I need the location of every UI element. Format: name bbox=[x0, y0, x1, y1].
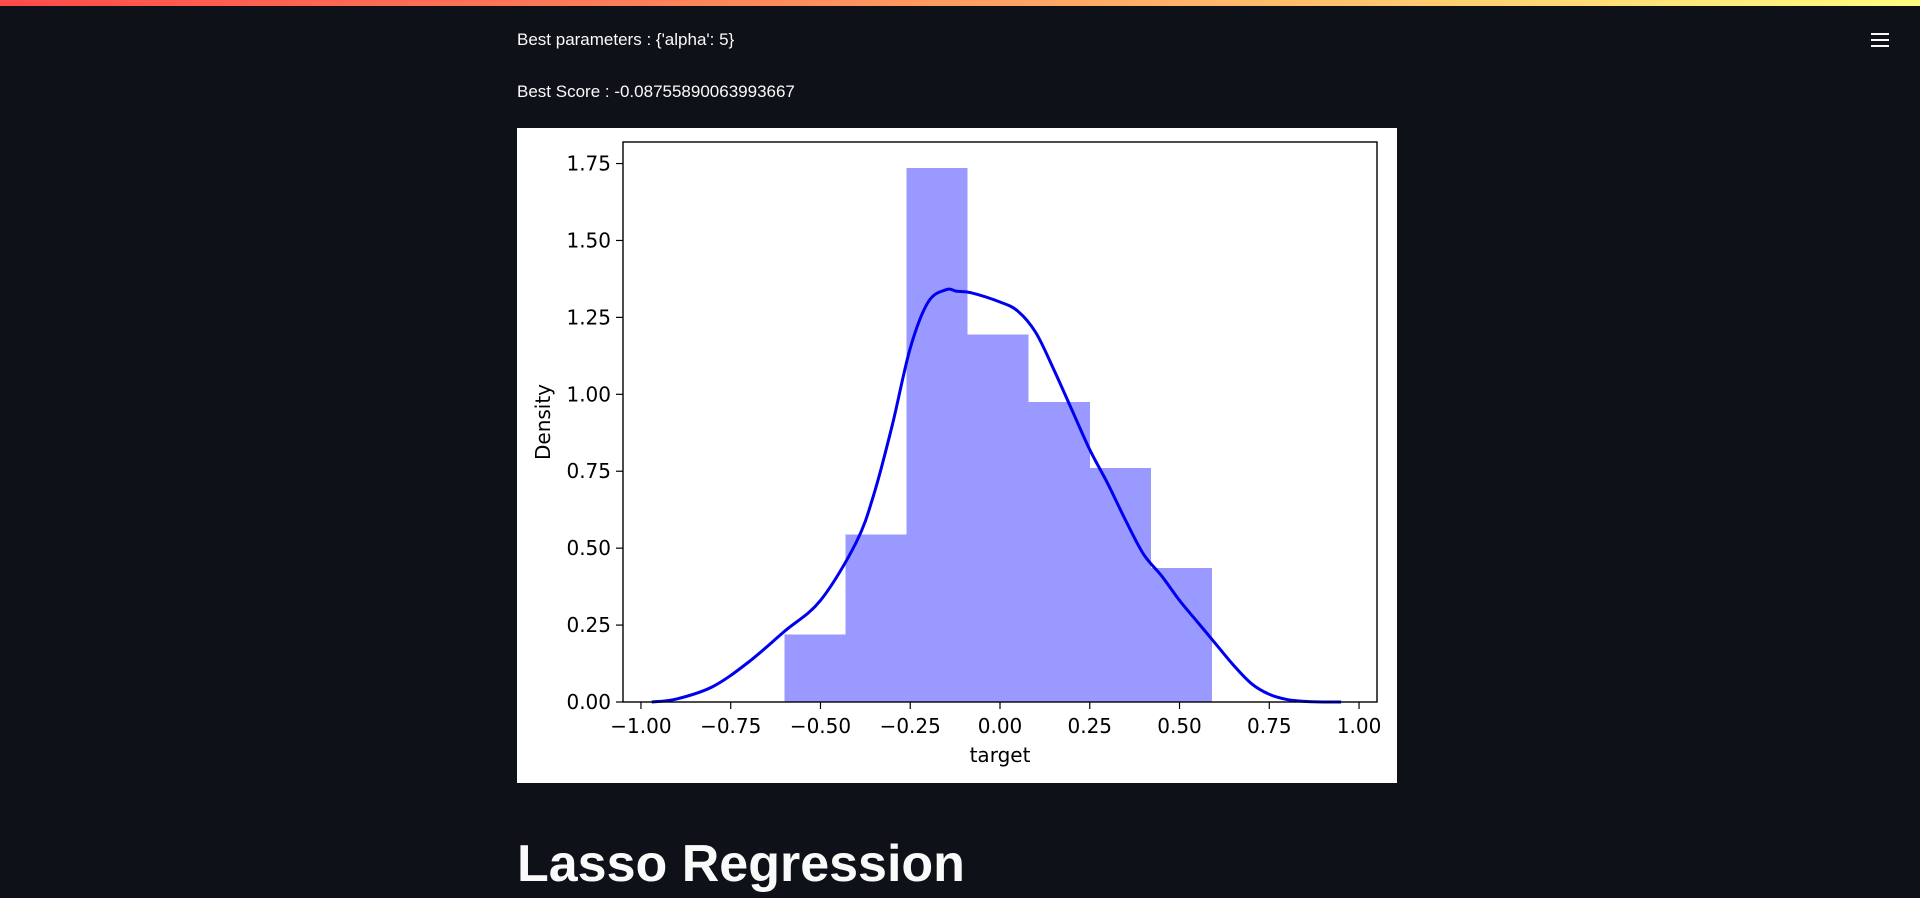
y-tick-label: 1.50 bbox=[566, 228, 611, 252]
section-heading: Lasso Regression bbox=[517, 835, 965, 893]
y-tick-label: 0.25 bbox=[566, 613, 611, 637]
x-tick-label: 0.00 bbox=[978, 714, 1023, 738]
main-menu-button[interactable] bbox=[1868, 28, 1892, 52]
y-tick-label: 1.75 bbox=[566, 152, 611, 176]
best-parameters-text: Best parameters : {'alpha': 5} bbox=[517, 30, 735, 49]
top-decoration-bar bbox=[0, 0, 1920, 6]
y-axis-label: Density bbox=[531, 384, 555, 460]
x-tick-label: 0.25 bbox=[1067, 714, 1112, 738]
histogram-bar bbox=[1028, 402, 1090, 702]
density-histogram-chart: −1.00 −0.75 −0.50 −0.25 0.00 0.25 0.50 0.75 1.00… bbox=[531, 141, 1382, 767]
histogram-bar bbox=[845, 534, 907, 702]
histogram-bar bbox=[967, 334, 1029, 702]
density-chart-image: −1.00 −0.75 −0.50 −0.25 0.00 0.25 0.50 0.75 1.00… bbox=[517, 128, 1397, 783]
histogram-bar bbox=[784, 634, 846, 702]
x-tick-label: 1.00 bbox=[1337, 714, 1382, 738]
y-tick-label: 0.00 bbox=[566, 690, 611, 714]
y-tick-label: 0.50 bbox=[566, 536, 611, 560]
histogram-bar bbox=[1089, 468, 1151, 702]
histogram-bar bbox=[1150, 568, 1212, 702]
best-score-text: Best Score : -0.08755890063993667 bbox=[517, 82, 795, 101]
histogram-bar bbox=[906, 168, 968, 703]
x-tick-label: −0.50 bbox=[790, 714, 851, 738]
x-tick-label: −0.75 bbox=[700, 714, 761, 738]
x-tick-label: 0.75 bbox=[1247, 714, 1292, 738]
x-tick-label: 0.50 bbox=[1157, 714, 1202, 738]
y-tick-label: 1.00 bbox=[566, 382, 611, 406]
x-tick-label: −1.00 bbox=[610, 714, 671, 738]
y-tick-label: 1.25 bbox=[566, 305, 611, 329]
y-tick-label: 0.75 bbox=[566, 459, 611, 483]
x-axis-label: target bbox=[970, 743, 1031, 767]
kde-density-line bbox=[651, 287, 1342, 704]
hamburger-menu-icon bbox=[1871, 33, 1889, 47]
x-tick-label: −0.25 bbox=[880, 714, 941, 738]
